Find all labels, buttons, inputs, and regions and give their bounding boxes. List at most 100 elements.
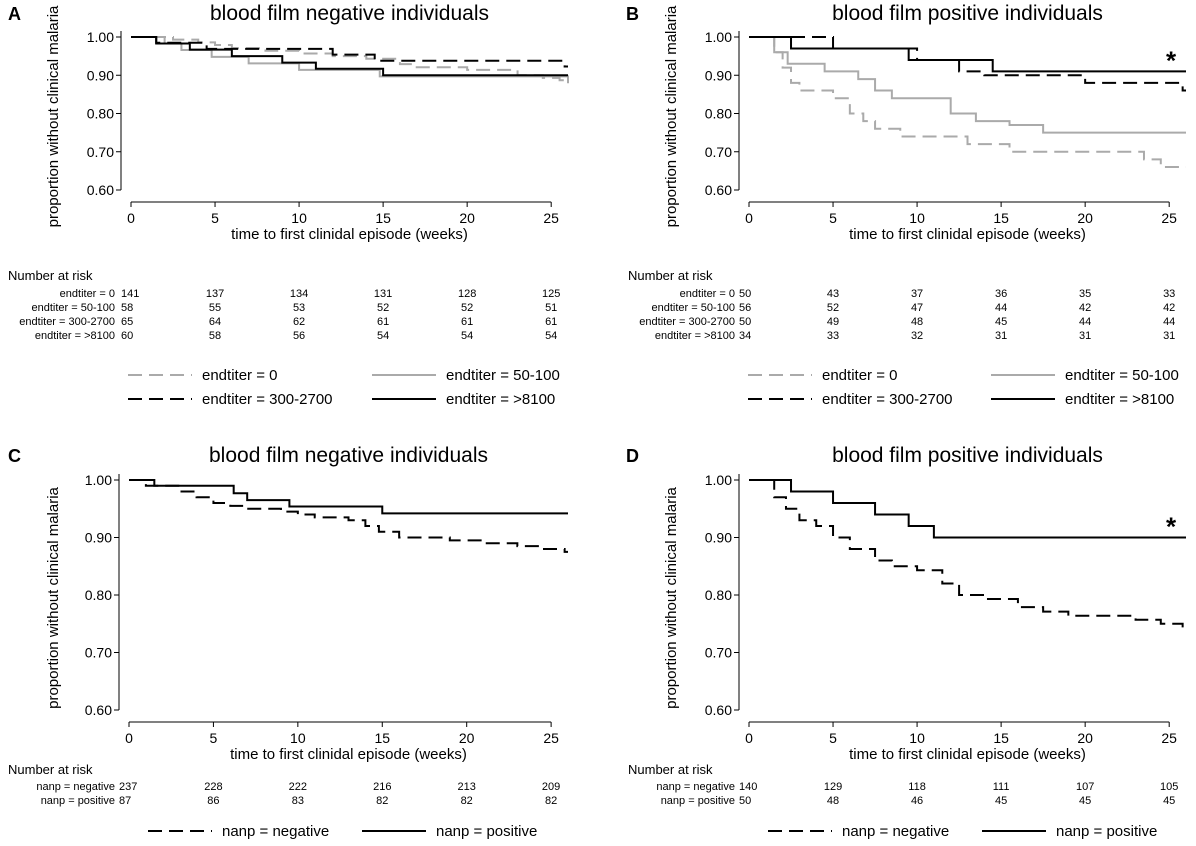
series-line-endtiter-8100 [749, 36, 1186, 73]
risk-value: 228 [204, 781, 222, 793]
risk-value: 46 [911, 795, 923, 807]
legend-label: endtiter = 50-100 [1065, 367, 1179, 384]
risk-value: 49 [827, 316, 839, 328]
risk-value: 56 [739, 302, 751, 314]
legend-label: endtiter = >8100 [446, 391, 555, 408]
risk-value: 37 [911, 288, 923, 300]
risk-value: 134 [290, 288, 308, 300]
y-tick-label: 0.80 [705, 587, 732, 603]
risk-value: 52 [377, 302, 389, 314]
x-axis-label: time to first clinidal episode (weeks) [231, 226, 468, 243]
risk-value: 61 [545, 316, 557, 328]
chart-title: blood film negative individuals [209, 444, 488, 467]
y-tick-label: 0.70 [705, 144, 732, 160]
risk-row-label: nanp = negative [36, 781, 115, 793]
risk-value: 209 [542, 781, 560, 793]
risk-value: 47 [911, 302, 923, 314]
x-tick-label: 25 [543, 210, 559, 226]
x-tick-label: 25 [1161, 730, 1177, 746]
risk-value: 45 [1163, 795, 1175, 807]
risk-value: 33 [1163, 288, 1175, 300]
risk-value: 50 [739, 316, 751, 328]
x-tick-label: 10 [909, 730, 925, 746]
x-tick-label: 10 [290, 730, 306, 746]
risk-table-header: Number at risk [8, 762, 93, 777]
risk-value: 222 [289, 781, 307, 793]
significance-asterisk: * [1166, 512, 1177, 542]
panel-letter: D [626, 446, 639, 466]
risk-value: 44 [1163, 316, 1175, 328]
y-tick-label: 0.90 [705, 530, 732, 546]
legend-label: nanp = positive [1056, 823, 1157, 840]
risk-value: 125 [542, 288, 560, 300]
risk-table-header: Number at risk [628, 268, 713, 283]
x-tick-label: 0 [125, 730, 133, 746]
x-tick-label: 25 [1161, 210, 1177, 226]
risk-value: 87 [119, 795, 131, 807]
panel-letter: A [8, 4, 21, 24]
risk-value: 45 [1079, 795, 1091, 807]
y-tick-label: 0.60 [705, 702, 732, 718]
y-tick-label: 0.80 [705, 106, 732, 122]
legend-label: nanp = positive [436, 823, 537, 840]
risk-table-header: Number at risk [628, 762, 713, 777]
risk-value: 34 [739, 330, 751, 342]
y-tick-label: 0.60 [85, 702, 112, 718]
risk-value: 55 [209, 302, 221, 314]
x-tick-label: 20 [1077, 210, 1093, 226]
risk-value: 32 [911, 330, 923, 342]
y-axis-label: proportion without clinical malaria [663, 486, 680, 708]
x-tick-label: 20 [459, 210, 475, 226]
x-tick-label: 5 [829, 730, 837, 746]
risk-value: 52 [461, 302, 473, 314]
chart-title: blood film negative individuals [210, 2, 489, 25]
legend-label: nanp = negative [842, 823, 949, 840]
risk-value: 82 [376, 795, 388, 807]
risk-value: 50 [739, 795, 751, 807]
y-tick-label: 0.60 [87, 182, 114, 198]
risk-value: 118 [908, 781, 926, 793]
risk-value: 61 [461, 316, 473, 328]
x-axis-label: time to first clinidal episode (weeks) [230, 746, 467, 763]
x-tick-label: 20 [1077, 730, 1093, 746]
series-line-endtiter-8100 [131, 36, 568, 77]
y-tick-label: 0.90 [87, 67, 114, 83]
series-line-endtiter-50-100 [749, 36, 1186, 134]
risk-value: 42 [1079, 302, 1091, 314]
risk-row-label: nanp = negative [656, 781, 735, 793]
risk-value: 45 [995, 795, 1007, 807]
legend-label: endtiter = 300-2700 [822, 391, 953, 408]
legend-label: endtiter = >8100 [1065, 391, 1174, 408]
risk-value: 62 [293, 316, 305, 328]
risk-row-label: endtiter = >8100 [655, 330, 735, 342]
x-tick-label: 5 [829, 210, 837, 226]
y-tick-label: 0.90 [705, 67, 732, 83]
risk-row-label: endtiter = 0 [60, 288, 115, 300]
x-tick-label: 0 [127, 210, 135, 226]
series-line-endtiter-0 [749, 36, 1186, 169]
chart-title: blood film positive individuals [832, 444, 1103, 467]
risk-value: 213 [458, 781, 476, 793]
x-tick-label: 15 [993, 210, 1009, 226]
risk-value: 36 [995, 288, 1007, 300]
y-tick-label: 1.00 [705, 29, 732, 45]
risk-value: 42 [1163, 302, 1175, 314]
risk-value: 83 [292, 795, 304, 807]
risk-value: 237 [119, 781, 137, 793]
y-tick-label: 0.70 [87, 144, 114, 160]
risk-value: 65 [121, 316, 133, 328]
risk-row-label: nanp = positive [661, 795, 735, 807]
risk-row-label: endtiter = 50-100 [652, 302, 735, 314]
x-tick-label: 10 [291, 210, 307, 226]
legend-label: endtiter = 0 [822, 367, 897, 384]
risk-value: 56 [293, 330, 305, 342]
risk-value: 48 [911, 316, 923, 328]
risk-value: 129 [824, 781, 842, 793]
y-tick-label: 0.80 [85, 587, 112, 603]
y-tick-label: 0.70 [705, 645, 732, 661]
risk-value: 131 [374, 288, 392, 300]
risk-value: 44 [995, 302, 1007, 314]
